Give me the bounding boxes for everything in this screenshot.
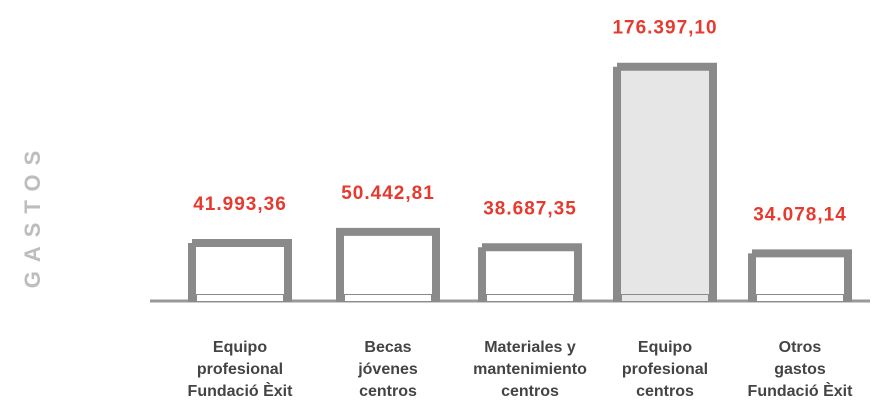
x-tick-label-line: Becas <box>364 339 411 356</box>
x-tick-label: Equipo profesional centros <box>622 339 708 400</box>
x-tick-label: Materiales y mantenimiento centros <box>473 339 587 400</box>
x-tick-label-line: Fundació Èxit <box>748 381 854 400</box>
x-tick-label-line: mantenimiento <box>473 361 587 378</box>
y-axis-label: GASTOS <box>20 142 45 289</box>
x-tick-label-line: Equipo <box>638 339 692 356</box>
x-tick-label-line: gastos <box>774 361 826 378</box>
value-label: 50.442,81 <box>341 183 435 204</box>
bar <box>613 62 717 302</box>
x-tick-label-line: centros <box>501 383 559 400</box>
x-tick-label-line: profesional <box>622 361 708 378</box>
x-tick-label-line: profesional <box>197 361 283 378</box>
bar <box>748 249 852 303</box>
x-tick-label-line: centros <box>359 383 417 400</box>
value-label: 41.993,36 <box>193 194 287 215</box>
bar <box>336 227 440 303</box>
x-tick-label: Otros gastos Fundació Èxit <box>748 339 854 400</box>
x-tick-label-line: Otros <box>779 339 822 356</box>
x-tick-label: Equipo profesional Fundació Èxit <box>188 339 294 400</box>
x-tick-label-line: centros <box>636 383 694 400</box>
value-label: 34.078,14 <box>753 204 847 225</box>
x-tick-label-line: Materiales y <box>484 339 576 356</box>
value-label: 176.397,10 <box>612 18 717 39</box>
x-tick-label-line: Equipo <box>213 339 267 356</box>
x-tick-label-line: jóvenes <box>357 361 418 378</box>
x-tick-label: Becas jóvenes centros <box>357 339 418 400</box>
value-label: 38.687,35 <box>483 198 577 219</box>
x-tick-label-line: Fundació Èxit <box>188 381 294 400</box>
bar <box>188 238 292 302</box>
bar <box>478 243 582 302</box>
